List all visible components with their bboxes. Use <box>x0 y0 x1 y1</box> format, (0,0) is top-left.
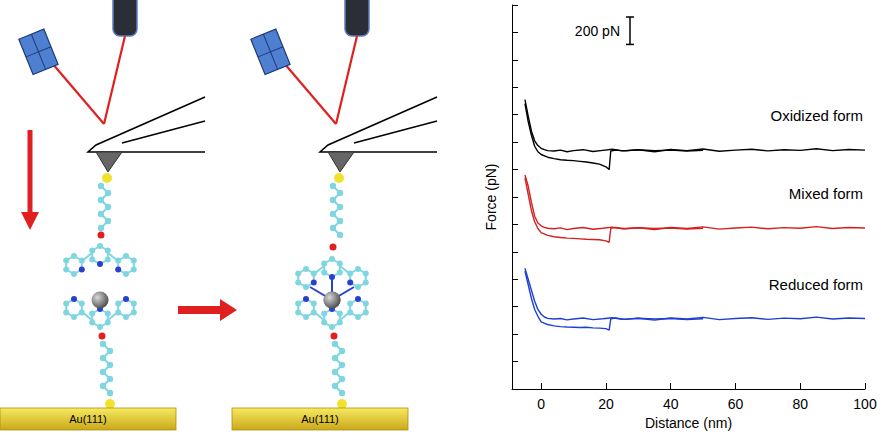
svg-text:Au(111): Au(111) <box>301 413 339 425</box>
svg-text:0: 0 <box>537 396 545 412</box>
svg-text:Reduced form: Reduced form <box>769 276 863 293</box>
svg-text:40: 40 <box>663 396 679 412</box>
svg-text:Distance (nm): Distance (nm) <box>645 415 732 431</box>
svg-text:200 pN: 200 pN <box>575 23 620 39</box>
svg-text:Force (pN): Force (pN) <box>483 164 499 231</box>
svg-text:Oxidized form: Oxidized form <box>770 107 863 124</box>
svg-text:Au(111): Au(111) <box>69 413 107 425</box>
svg-text:Mixed form: Mixed form <box>789 185 863 202</box>
svg-text:20: 20 <box>598 396 614 412</box>
svg-text:60: 60 <box>728 396 744 412</box>
svg-text:80: 80 <box>792 396 808 412</box>
svg-text:100: 100 <box>853 396 877 412</box>
